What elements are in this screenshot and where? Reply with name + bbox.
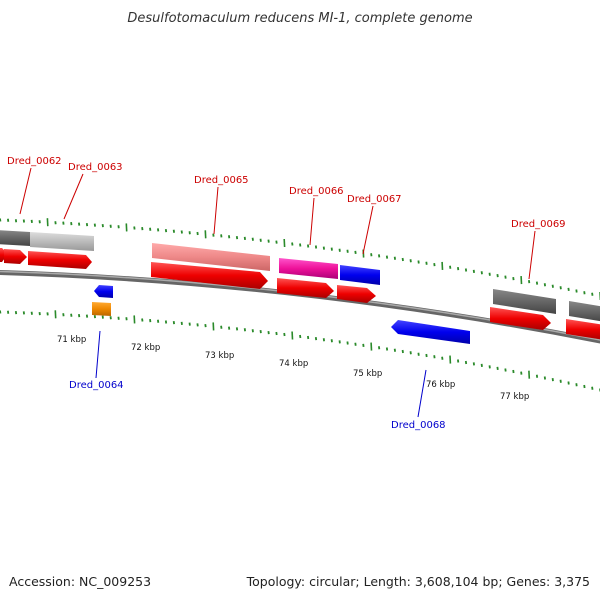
gene-box-dred-0066[interactable] (279, 258, 338, 279)
gene-box-dred-0064[interactable] (92, 302, 111, 316)
gene-arrow-dred-0064[interactable] (94, 285, 113, 298)
forward-gene-labels: Dred_0062 Dred_0063 Dred_0065 Dred_0066 … (7, 156, 566, 280)
cds-arrow[interactable] (337, 285, 376, 303)
callout-line (213, 186, 219, 235)
map-title: Desulfotomaculum reducens MI-1, complete… (127, 11, 472, 26)
callout-line (95, 330, 101, 379)
cds-arrow[interactable] (28, 251, 92, 269)
gene-box-dred-0063[interactable] (30, 232, 94, 251)
gene-box-dred-0069[interactable] (493, 289, 556, 314)
gene-label-dred-0062[interactable]: Dred_0062 (7, 156, 62, 167)
scale-label: 73 kbp (205, 351, 234, 361)
gene-label-dred-0063[interactable]: Dred_0063 (68, 162, 123, 173)
scale-label: 76 kbp (426, 380, 455, 390)
genome-summary-text: Topology: circular; Length: 3,608,104 bp… (246, 574, 590, 589)
gene-label-dred-0066[interactable]: Dred_0066 (289, 186, 344, 197)
cds-arrow[interactable] (566, 319, 600, 340)
reverse-gene-labels: Dred_0064 Dred_0068 (69, 330, 446, 431)
gene-box-dred-0062[interactable] (0, 230, 30, 246)
gene-box-dred-0065[interactable] (152, 243, 270, 271)
scale-label: 75 kbp (353, 369, 382, 379)
callout-line (362, 205, 374, 255)
gene-box-dred-0067[interactable] (340, 265, 380, 285)
callout-line (417, 369, 427, 418)
inner-tick-track (0, 310, 600, 392)
gene-label-dred-0069[interactable]: Dred_0069 (511, 219, 566, 230)
scale-label: 77 kbp (500, 392, 529, 402)
forward-cds-track (0, 248, 600, 340)
callout-line (19, 167, 32, 215)
reverse-gene-track (92, 285, 470, 344)
gene-box-next[interactable] (569, 301, 600, 322)
callout-line (309, 197, 315, 246)
gene-label-dred-0067[interactable]: Dred_0067 (347, 194, 402, 205)
gene-label-dred-0068[interactable]: Dred_0068 (391, 420, 446, 431)
cds-arrow[interactable] (277, 278, 334, 298)
accession-text: Accession: NC_009253 (9, 574, 151, 589)
callout-line (528, 230, 536, 280)
outer-tick-track (0, 218, 600, 301)
gene-label-dred-0064[interactable]: Dred_0064 (69, 380, 124, 391)
cds-arrow[interactable] (151, 262, 268, 289)
scale-label: 71 kbp (57, 335, 86, 345)
callout-line (63, 173, 84, 220)
cds-arrow[interactable] (4, 249, 27, 264)
forward-gene-track (0, 230, 600, 322)
scale-labels: 71 kbp 72 kbp 73 kbp 74 kbp 75 kbp 76 kb… (57, 335, 529, 402)
scale-label: 72 kbp (131, 343, 160, 353)
gene-label-dred-0065[interactable]: Dred_0065 (194, 175, 249, 186)
scale-label: 74 kbp (279, 359, 308, 369)
gene-arrow-dred-0068[interactable] (391, 320, 470, 344)
cds-arrow[interactable] (490, 307, 551, 330)
